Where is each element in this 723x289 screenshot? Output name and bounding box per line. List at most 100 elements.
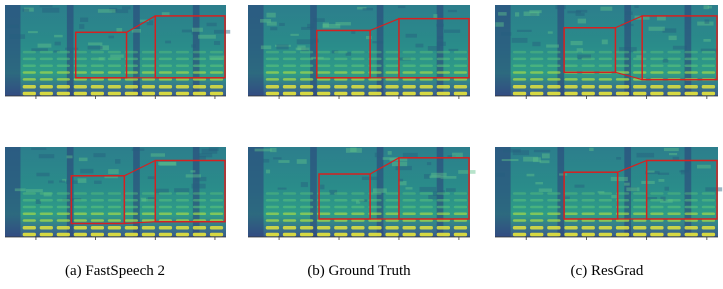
harmonic [265, 50, 280, 54]
harmonic [90, 199, 105, 202]
harmonic [107, 219, 122, 222]
spectrogram [5, 147, 226, 240]
harmonic [209, 205, 224, 209]
harmonic [436, 78, 451, 81]
harmonic [141, 78, 156, 81]
harmonic [547, 57, 561, 61]
harmonic [701, 64, 716, 67]
spectrogram-texture [266, 12, 276, 18]
harmonic [385, 192, 399, 195]
spectrogram-texture [116, 28, 123, 33]
spectrogram-texture [274, 44, 291, 47]
spectrogram-band [133, 147, 140, 237]
harmonic [22, 64, 36, 67]
harmonic [141, 192, 156, 195]
spectrogram-texture [523, 11, 540, 16]
harmonic [124, 64, 139, 67]
harmonic [39, 219, 53, 222]
harmonic [351, 78, 365, 81]
harmonic [453, 219, 468, 222]
harmonic [633, 91, 647, 96]
spectrogram-texture [213, 40, 221, 46]
spectrogram-band [495, 147, 511, 237]
spectrogram-texture [88, 42, 103, 46]
harmonic [633, 50, 647, 54]
spectrogram-texture [265, 169, 271, 174]
harmonic [615, 78, 630, 81]
harmonic [615, 57, 630, 61]
harmonic [581, 205, 595, 209]
spectrogram-texture [295, 47, 310, 51]
harmonic [22, 192, 36, 195]
harmonic [56, 71, 70, 74]
harmonic [650, 199, 664, 202]
spectrogram-texture [703, 5, 709, 10]
harmonic [73, 71, 87, 74]
spectrogram-texture [94, 180, 102, 184]
harmonic [436, 199, 451, 202]
harmonic [265, 192, 280, 195]
harmonic [73, 57, 87, 61]
spectrogram-texture [115, 159, 121, 164]
spectrogram-band [684, 147, 692, 237]
spectrogram-texture [662, 59, 669, 63]
harmonic [547, 219, 561, 222]
harmonic [56, 212, 70, 216]
harmonic [282, 64, 297, 67]
spectrogram-texture [331, 50, 339, 54]
spectrogram-texture [539, 160, 550, 164]
harmonic [351, 199, 365, 202]
spectrogram-texture [297, 45, 306, 51]
harmonic [107, 91, 122, 96]
spectrogram [495, 5, 718, 99]
harmonic [209, 226, 224, 230]
spectrogram-texture [329, 189, 338, 195]
harmonic [385, 212, 399, 216]
spectrogram-texture [198, 34, 216, 39]
harmonic [633, 64, 647, 67]
spectrogram-band [192, 147, 200, 237]
harmonic [402, 212, 416, 216]
spectrogram-texture [24, 7, 34, 12]
harmonic [368, 212, 382, 216]
harmonic [317, 219, 331, 222]
harmonic [192, 232, 207, 237]
harmonic [598, 226, 613, 230]
harmonic [419, 57, 433, 61]
spectrogram-texture [397, 5, 406, 9]
harmonic [615, 192, 630, 195]
harmonic [385, 78, 399, 81]
harmonic [453, 57, 468, 61]
harmonic [701, 50, 716, 54]
harmonic [141, 71, 156, 74]
harmonic [368, 64, 382, 67]
harmonic [650, 57, 664, 61]
harmonic [615, 199, 630, 202]
harmonic [419, 78, 433, 81]
harmonic [192, 78, 207, 81]
harmonic [368, 232, 382, 237]
spectrogram-texture [31, 147, 47, 150]
harmonic [334, 192, 348, 195]
spectrogram-texture [440, 190, 446, 194]
spectrogram-texture [601, 39, 608, 45]
harmonic [512, 205, 527, 209]
harmonic [581, 226, 595, 230]
spectrogram-texture [181, 29, 193, 33]
spectrogram-texture [36, 172, 50, 177]
harmonic [684, 192, 698, 195]
harmonic [402, 91, 416, 96]
zoom-connector [124, 159, 156, 177]
spectrogram-texture [38, 154, 55, 159]
spectrogram-texture [646, 170, 655, 173]
spectrogram-texture [619, 47, 637, 52]
spectrogram-texture [555, 5, 566, 10]
harmonic [175, 84, 190, 89]
spectrogram-texture [530, 13, 537, 16]
zoom-inset [154, 159, 226, 223]
spectrogram-texture [577, 54, 591, 60]
spectrogram-texture [62, 178, 67, 182]
spectrogram-texture [9, 34, 26, 39]
harmonic [615, 50, 630, 54]
harmonic [299, 71, 314, 74]
